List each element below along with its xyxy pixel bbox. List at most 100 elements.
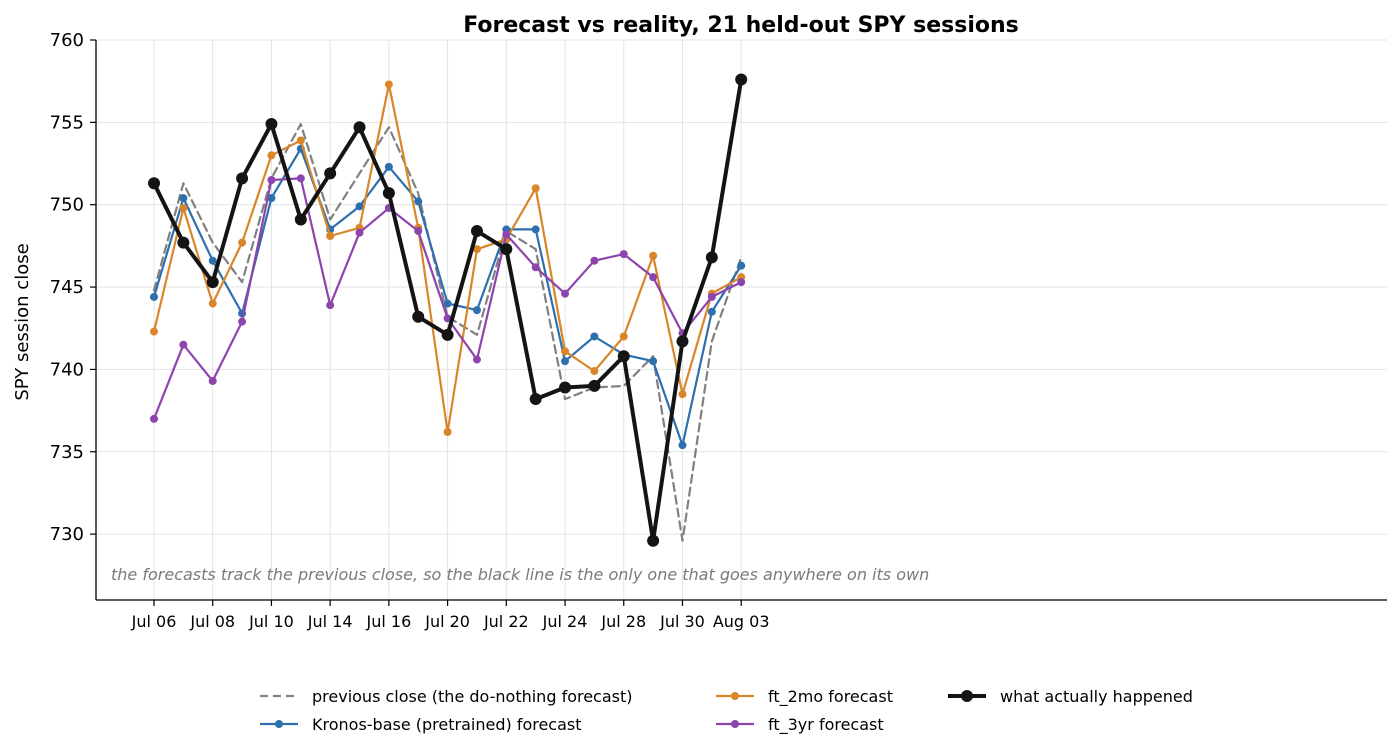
series-2-point [678,390,687,399]
series-2-point [150,327,158,336]
legend-item: ft_2mo forecast [714,684,893,708]
legend-swatch [260,694,298,698]
chart-title: Forecast vs reality, 21 held-out SPY ses… [463,13,1019,38]
x-tick-label: Jul 10 [248,612,294,631]
y-tick-label: 755 [50,112,84,133]
series-4-point [588,379,601,392]
series-0-line [152,122,743,542]
series-1-point [590,332,599,341]
grid [96,39,1387,600]
series-1-point [208,256,217,265]
series-3-point [737,278,746,287]
series-1-point [531,225,540,234]
x-tick-label: Aug 03 [713,612,770,631]
series-3-point [267,176,276,184]
legend-item: Kronos-base (pretrained) forecast [258,712,582,736]
series-4-point [676,335,689,348]
series-2-point [384,80,393,89]
series-1-point [150,292,158,301]
series-1-point [384,162,393,171]
series-1-point [472,306,481,315]
series-3-point [150,414,158,423]
series-3-point [502,230,511,239]
legend-item: previous close (the do-nothing forecast) [258,684,633,708]
x-tick-label: Jul 14 [307,612,353,631]
series-4-point [500,243,513,256]
x-tick-label: Jul 08 [189,612,235,631]
legend-swatch [716,720,754,728]
legend-label: previous close (the do-nothing forecast) [312,686,633,706]
series-3-point [561,289,570,298]
series-3-point [296,174,305,183]
series-4-point [236,172,249,185]
x-tick-label: Jul 30 [659,612,705,631]
series-1-point [707,307,716,316]
y-tick-label: 745 [50,277,84,298]
x-tick-label: Jul 24 [542,612,588,631]
series-4-point [559,381,572,394]
series-3-point [208,376,217,385]
y-axis-label: SPY session close [12,243,33,400]
y-tick-label: 760 [50,30,84,51]
series-2-point [619,332,628,341]
x-tick-label: Jul 28 [600,612,646,631]
series-2-point [590,367,599,376]
series-3-point [355,228,364,237]
series-3-point [531,263,540,272]
series-4-point [177,236,190,249]
chart-annotation: the forecasts track the previous close, … [111,565,929,584]
series-1-point [649,357,658,366]
series-4-point [705,251,718,264]
series-2-point [179,204,188,212]
x-tick-label: Jul 22 [483,612,529,631]
legend-label: ft_3yr forecast [768,714,884,734]
legend-swatch [948,690,986,702]
series-1-point [355,202,364,211]
y-tick-label: 740 [50,359,84,380]
series-2-point [443,428,452,436]
legend-swatch [716,692,754,700]
series-3-point [414,227,423,236]
series-2-point [561,347,570,356]
series-4-point [647,534,660,547]
x-tick-label: Jul 06 [131,612,177,631]
y-tick-label: 750 [50,195,84,216]
series-3-point [590,256,599,265]
series-2-point [267,151,276,160]
series-4-point [412,310,425,323]
series-4-point [294,213,307,226]
series-4-point [206,276,219,289]
series-2-point [649,251,658,260]
series-1-point [678,441,687,450]
legend-label: what actually happened [1000,686,1193,706]
legend-label: ft_2mo forecast [768,686,893,706]
x-tick-label: Jul 20 [424,612,470,631]
series-4-point [529,393,542,406]
y-tick-label: 735 [50,442,84,463]
series-4-point [382,187,395,200]
series-4-point [265,118,278,130]
y-tick-label: 730 [50,524,84,545]
legend-item: what actually happened [946,684,1193,708]
series-1-point [561,357,570,366]
series-2-point [326,232,335,240]
series-3-point [238,317,247,326]
series-3-point [472,355,481,364]
series-3-point [443,314,452,323]
series-2-point [238,238,247,247]
series-3-point [179,340,188,349]
axes: 730 735 740 745 750 755 760 Jul 06 Jul 08 Jul 10 J… [50,30,1387,631]
series-4-point [470,225,483,238]
series-layer [148,73,748,547]
series-4-point [441,328,454,341]
series-3-point [649,273,658,282]
series-3-point [707,292,716,301]
series-2-point [296,136,305,145]
legend-swatch [260,720,298,728]
series-1-point [179,194,188,203]
series-4-point [353,121,366,134]
series-2-point [208,299,217,308]
legend: previous close (the do-nothing forecast)… [258,684,1258,740]
series-2-point [531,184,540,193]
x-tick-label: Jul 16 [366,612,412,631]
